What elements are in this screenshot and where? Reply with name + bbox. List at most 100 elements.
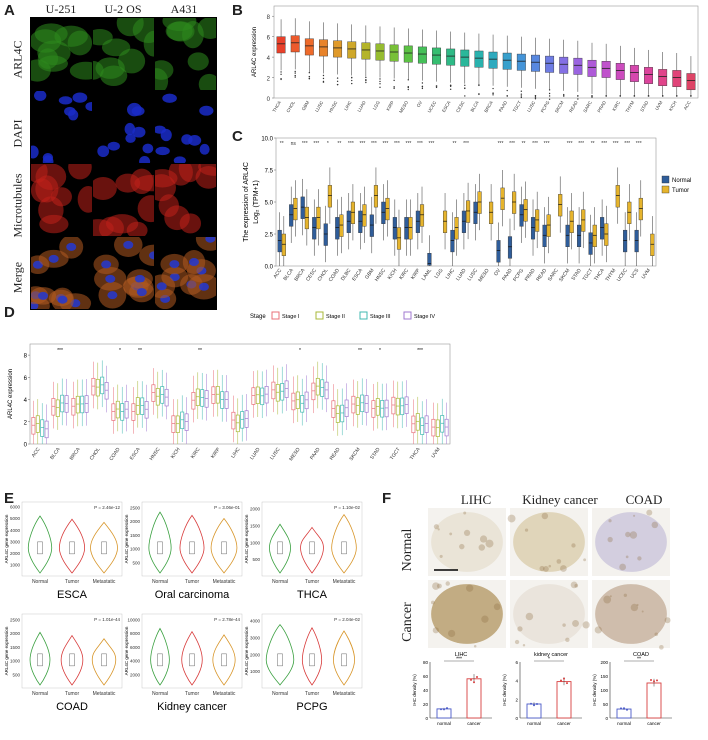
panel-c-sig: *** [382,141,388,147]
panel-b-box [304,38,314,56]
panel-e-title: THCA [297,589,328,601]
micrograph-dapi-3 [154,90,217,164]
panel-d-box [104,382,109,400]
panel-c-tumor-box [466,200,471,223]
panel-c-tumor-box [362,204,367,227]
cell-blob [98,216,124,236]
panel-e-ytick: 5000 [10,516,21,521]
panel-d-sig: *** [417,348,423,354]
cell-blob [134,174,154,192]
micrograph-art [31,23,92,82]
panel-c-sig: *** [406,141,412,147]
nucleus-blob [155,146,170,156]
panel-f-ihc-stain [430,600,435,605]
panel-f-ihc-stain [664,617,671,624]
panel-b-outlier [280,71,282,73]
panel-f-ihc-stain [432,627,439,634]
merge-nucleus-blob [198,282,209,291]
panel-e-xtick: Tumor [65,579,80,585]
panel-e-ytick: 2000 [130,672,141,677]
panel-b-outlier [619,95,621,97]
panel-b-outlier [379,78,381,80]
panel-c-normal-box [588,232,593,255]
panel-c-tumor-box [304,206,309,230]
nucleus-blob [162,93,177,103]
panel-e-inner-box [341,541,347,555]
panel-b-box [403,45,413,63]
panel-b-box [375,43,385,61]
panel-b-outlier [534,95,537,97]
micrograph-art [31,237,92,309]
panel-f-ihc-stain [539,565,545,572]
panel-f-ihc-stain [556,559,562,564]
panel-d-box [271,381,276,400]
panel-d-box [255,386,260,404]
panel-d-sig: * [119,348,121,354]
panel-e-ytick: 2000 [10,631,21,636]
cell-blob [198,73,216,90]
panel-f-ihc-stain [543,566,549,572]
micrograph-art [31,164,92,234]
panel-c-tumor-box [523,199,528,222]
panel-d-box [391,396,396,415]
panel-e-pvalue: P = 2.46e-12 [94,505,120,510]
panel-c-sig: *** [348,141,354,147]
panel-e-inner-box [157,541,163,555]
panel-b-outlier [407,88,409,91]
cell-blob [31,29,62,53]
panel-c-xtick: LIHC [445,267,457,280]
panel-d-ylabel: ARL4C expression [8,369,14,419]
panel-e-violin [148,511,172,574]
panel-c-xtick: DLBC [340,267,353,282]
panel-d-box [331,400,336,418]
panel-c-sig: *** [509,141,515,147]
panel-d-sig: ** [138,348,142,354]
panel-c-xtick: LAML [421,268,434,282]
cell-blob [68,164,92,180]
cell-blob [50,187,72,207]
panel-f-col-coad: COAD [625,492,663,507]
panel-b-xtick: BLCA [470,100,480,113]
panel-f-point [446,707,448,710]
panel-f-ihc-stain [524,528,529,532]
cell-blob [100,65,128,86]
panel-d-xtick: ACC [31,446,42,458]
panel-b-box [601,61,611,78]
micrograph-arl4c-2 [92,17,155,91]
panel-f-ihc-stain [609,595,612,598]
micrograph-art [97,102,154,163]
panel-b-ylabel: ARL4C expression [252,27,258,77]
panel-e-violin [331,513,357,574]
panel-b-outlier [351,76,353,79]
panel-f-col-lihc: LIHC [460,492,492,507]
panel-f-ihc-stain [541,512,549,520]
panel-b-box [502,52,512,70]
panel-b-xtick: UCEC [427,99,438,113]
panel-b-outlier [393,79,395,82]
panel-c-tumor-box [650,233,655,256]
panel-f-ytick: 0 [605,716,608,721]
panel-e-ytick: 2000 [250,652,261,657]
panel-e-ytick: 1500 [10,645,21,650]
panel-f-ihc-stain [633,514,636,517]
panel-b-outlier [280,73,282,75]
panel-d-box [251,387,256,405]
panel-d-box [164,388,169,407]
panel-f-ytick: 60 [423,674,429,679]
panel-f-bar-title: kidney cancer [534,652,568,658]
panel-d-sig: * [379,348,381,354]
panel-f-ihc-stain [449,532,453,536]
panel-d-ytick: 2 [24,420,28,426]
panel-d-box [64,395,69,413]
panel-b-outlier [294,72,296,74]
panel-d-box [220,391,225,409]
panel-e-xtick: Normal [32,579,48,585]
panel-b-outlier [647,95,650,97]
panel-d-legend-label: Stage III [370,314,391,320]
panel-c-normal-box [381,201,386,224]
panel-d-box [75,395,80,414]
panel-e-inner-box [101,541,107,555]
panel-b-box [629,65,639,82]
panel-c-sig: ** [337,141,341,147]
panel-c-ytick: 0.0 [265,265,274,271]
